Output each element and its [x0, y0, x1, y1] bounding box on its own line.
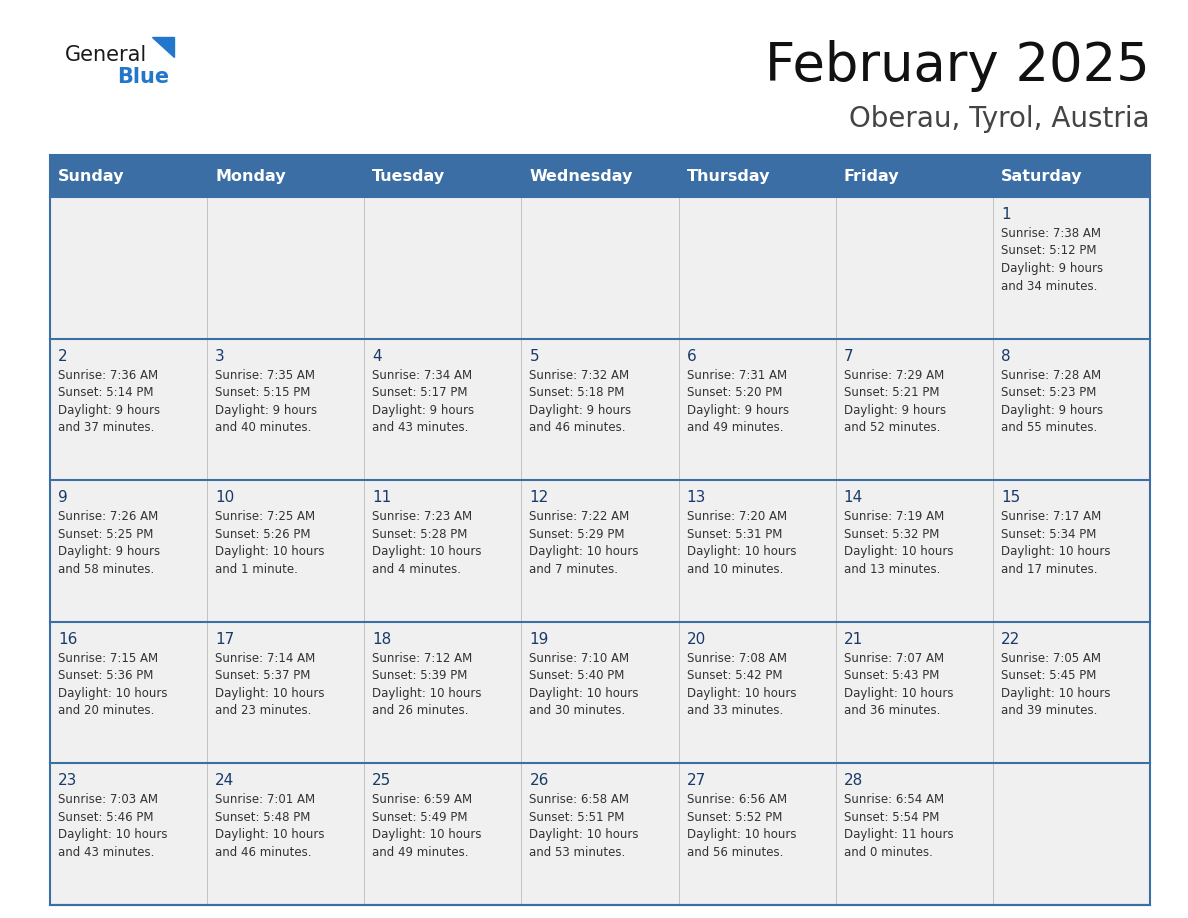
Bar	[50, 621, 1150, 764]
Text: Friday: Friday	[843, 169, 899, 184]
Text: 1: 1	[1000, 207, 1011, 222]
Text: 6: 6	[687, 349, 696, 364]
Text: Sunrise: 6:56 AM
Sunset: 5:52 PM
Daylight: 10 hours
and 56 minutes.: Sunrise: 6:56 AM Sunset: 5:52 PM Dayligh…	[687, 793, 796, 859]
Text: 16: 16	[58, 632, 77, 647]
Text: February 2025: February 2025	[765, 40, 1150, 92]
Text: Sunday: Sunday	[58, 169, 125, 184]
Text: Sunrise: 7:34 AM
Sunset: 5:17 PM
Daylight: 9 hours
and 43 minutes.: Sunrise: 7:34 AM Sunset: 5:17 PM Dayligh…	[372, 369, 474, 434]
Text: Sunrise: 7:26 AM
Sunset: 5:25 PM
Daylight: 9 hours
and 58 minutes.: Sunrise: 7:26 AM Sunset: 5:25 PM Dayligh…	[58, 510, 160, 576]
Text: Monday: Monday	[215, 169, 286, 184]
Text: Sunrise: 7:05 AM
Sunset: 5:45 PM
Daylight: 10 hours
and 39 minutes.: Sunrise: 7:05 AM Sunset: 5:45 PM Dayligh…	[1000, 652, 1111, 717]
Text: Sunrise: 7:15 AM
Sunset: 5:36 PM
Daylight: 10 hours
and 20 minutes.: Sunrise: 7:15 AM Sunset: 5:36 PM Dayligh…	[58, 652, 168, 717]
Text: Sunrise: 7:12 AM
Sunset: 5:39 PM
Daylight: 10 hours
and 26 minutes.: Sunrise: 7:12 AM Sunset: 5:39 PM Dayligh…	[372, 652, 482, 717]
Bar	[50, 339, 1150, 480]
Text: Oberau, Tyrol, Austria: Oberau, Tyrol, Austria	[849, 105, 1150, 133]
Text: Sunrise: 7:32 AM
Sunset: 5:18 PM
Daylight: 9 hours
and 46 minutes.: Sunrise: 7:32 AM Sunset: 5:18 PM Dayligh…	[530, 369, 632, 434]
Text: 22: 22	[1000, 632, 1020, 647]
Bar	[993, 155, 1150, 197]
Text: Sunrise: 7:08 AM
Sunset: 5:42 PM
Daylight: 10 hours
and 33 minutes.: Sunrise: 7:08 AM Sunset: 5:42 PM Dayligh…	[687, 652, 796, 717]
Text: 26: 26	[530, 773, 549, 789]
Text: Sunrise: 7:35 AM
Sunset: 5:15 PM
Daylight: 9 hours
and 40 minutes.: Sunrise: 7:35 AM Sunset: 5:15 PM Dayligh…	[215, 369, 317, 434]
Bar	[835, 155, 993, 197]
Text: General: General	[65, 45, 147, 65]
Bar	[50, 155, 207, 197]
Text: 17: 17	[215, 632, 234, 647]
Text: 9: 9	[58, 490, 68, 505]
Text: Wednesday: Wednesday	[530, 169, 633, 184]
Text: 23: 23	[58, 773, 77, 789]
Text: Blue: Blue	[116, 67, 169, 87]
Text: Sunrise: 7:22 AM
Sunset: 5:29 PM
Daylight: 10 hours
and 7 minutes.: Sunrise: 7:22 AM Sunset: 5:29 PM Dayligh…	[530, 510, 639, 576]
Text: Saturday: Saturday	[1000, 169, 1082, 184]
Bar	[50, 197, 1150, 339]
Text: Sunrise: 7:03 AM
Sunset: 5:46 PM
Daylight: 10 hours
and 43 minutes.: Sunrise: 7:03 AM Sunset: 5:46 PM Dayligh…	[58, 793, 168, 859]
Bar	[207, 155, 365, 197]
Text: 10: 10	[215, 490, 234, 505]
Text: 8: 8	[1000, 349, 1011, 364]
Bar	[522, 155, 678, 197]
Text: Sunrise: 7:28 AM
Sunset: 5:23 PM
Daylight: 9 hours
and 55 minutes.: Sunrise: 7:28 AM Sunset: 5:23 PM Dayligh…	[1000, 369, 1102, 434]
Text: 18: 18	[372, 632, 392, 647]
Text: Tuesday: Tuesday	[372, 169, 446, 184]
Text: 5: 5	[530, 349, 539, 364]
Text: 2: 2	[58, 349, 68, 364]
Text: Sunrise: 7:10 AM
Sunset: 5:40 PM
Daylight: 10 hours
and 30 minutes.: Sunrise: 7:10 AM Sunset: 5:40 PM Dayligh…	[530, 652, 639, 717]
Text: Sunrise: 6:59 AM
Sunset: 5:49 PM
Daylight: 10 hours
and 49 minutes.: Sunrise: 6:59 AM Sunset: 5:49 PM Dayligh…	[372, 793, 482, 859]
Text: 27: 27	[687, 773, 706, 789]
Text: Sunrise: 7:25 AM
Sunset: 5:26 PM
Daylight: 10 hours
and 1 minute.: Sunrise: 7:25 AM Sunset: 5:26 PM Dayligh…	[215, 510, 324, 576]
Text: Sunrise: 6:58 AM
Sunset: 5:51 PM
Daylight: 10 hours
and 53 minutes.: Sunrise: 6:58 AM Sunset: 5:51 PM Dayligh…	[530, 793, 639, 859]
Text: Sunrise: 7:19 AM
Sunset: 5:32 PM
Daylight: 10 hours
and 13 minutes.: Sunrise: 7:19 AM Sunset: 5:32 PM Dayligh…	[843, 510, 953, 576]
Text: Sunrise: 7:31 AM
Sunset: 5:20 PM
Daylight: 9 hours
and 49 minutes.: Sunrise: 7:31 AM Sunset: 5:20 PM Dayligh…	[687, 369, 789, 434]
Text: Sunrise: 7:20 AM
Sunset: 5:31 PM
Daylight: 10 hours
and 10 minutes.: Sunrise: 7:20 AM Sunset: 5:31 PM Dayligh…	[687, 510, 796, 576]
Text: 3: 3	[215, 349, 225, 364]
Text: 15: 15	[1000, 490, 1020, 505]
Text: 20: 20	[687, 632, 706, 647]
Bar	[50, 480, 1150, 621]
Text: 11: 11	[372, 490, 392, 505]
Bar	[50, 764, 1150, 905]
Text: Sunrise: 7:14 AM
Sunset: 5:37 PM
Daylight: 10 hours
and 23 minutes.: Sunrise: 7:14 AM Sunset: 5:37 PM Dayligh…	[215, 652, 324, 717]
Polygon shape	[152, 37, 173, 57]
Text: 4: 4	[372, 349, 381, 364]
Text: 28: 28	[843, 773, 862, 789]
Text: Sunrise: 7:07 AM
Sunset: 5:43 PM
Daylight: 10 hours
and 36 minutes.: Sunrise: 7:07 AM Sunset: 5:43 PM Dayligh…	[843, 652, 953, 717]
Text: Sunrise: 6:54 AM
Sunset: 5:54 PM
Daylight: 11 hours
and 0 minutes.: Sunrise: 6:54 AM Sunset: 5:54 PM Dayligh…	[843, 793, 953, 859]
Text: 24: 24	[215, 773, 234, 789]
Text: 12: 12	[530, 490, 549, 505]
Text: 21: 21	[843, 632, 862, 647]
Text: Sunrise: 7:36 AM
Sunset: 5:14 PM
Daylight: 9 hours
and 37 minutes.: Sunrise: 7:36 AM Sunset: 5:14 PM Dayligh…	[58, 369, 160, 434]
Bar	[678, 155, 835, 197]
Text: 13: 13	[687, 490, 706, 505]
Text: Sunrise: 7:29 AM
Sunset: 5:21 PM
Daylight: 9 hours
and 52 minutes.: Sunrise: 7:29 AM Sunset: 5:21 PM Dayligh…	[843, 369, 946, 434]
Text: Sunrise: 7:01 AM
Sunset: 5:48 PM
Daylight: 10 hours
and 46 minutes.: Sunrise: 7:01 AM Sunset: 5:48 PM Dayligh…	[215, 793, 324, 859]
Text: 25: 25	[372, 773, 392, 789]
Text: 7: 7	[843, 349, 853, 364]
Bar	[365, 155, 522, 197]
Text: 14: 14	[843, 490, 862, 505]
Text: Sunrise: 7:23 AM
Sunset: 5:28 PM
Daylight: 10 hours
and 4 minutes.: Sunrise: 7:23 AM Sunset: 5:28 PM Dayligh…	[372, 510, 482, 576]
Bar	[50, 155, 1150, 905]
Text: Thursday: Thursday	[687, 169, 770, 184]
Text: Sunrise: 7:17 AM
Sunset: 5:34 PM
Daylight: 10 hours
and 17 minutes.: Sunrise: 7:17 AM Sunset: 5:34 PM Dayligh…	[1000, 510, 1111, 576]
Text: Sunrise: 7:38 AM
Sunset: 5:12 PM
Daylight: 9 hours
and 34 minutes.: Sunrise: 7:38 AM Sunset: 5:12 PM Dayligh…	[1000, 227, 1102, 293]
Text: 19: 19	[530, 632, 549, 647]
